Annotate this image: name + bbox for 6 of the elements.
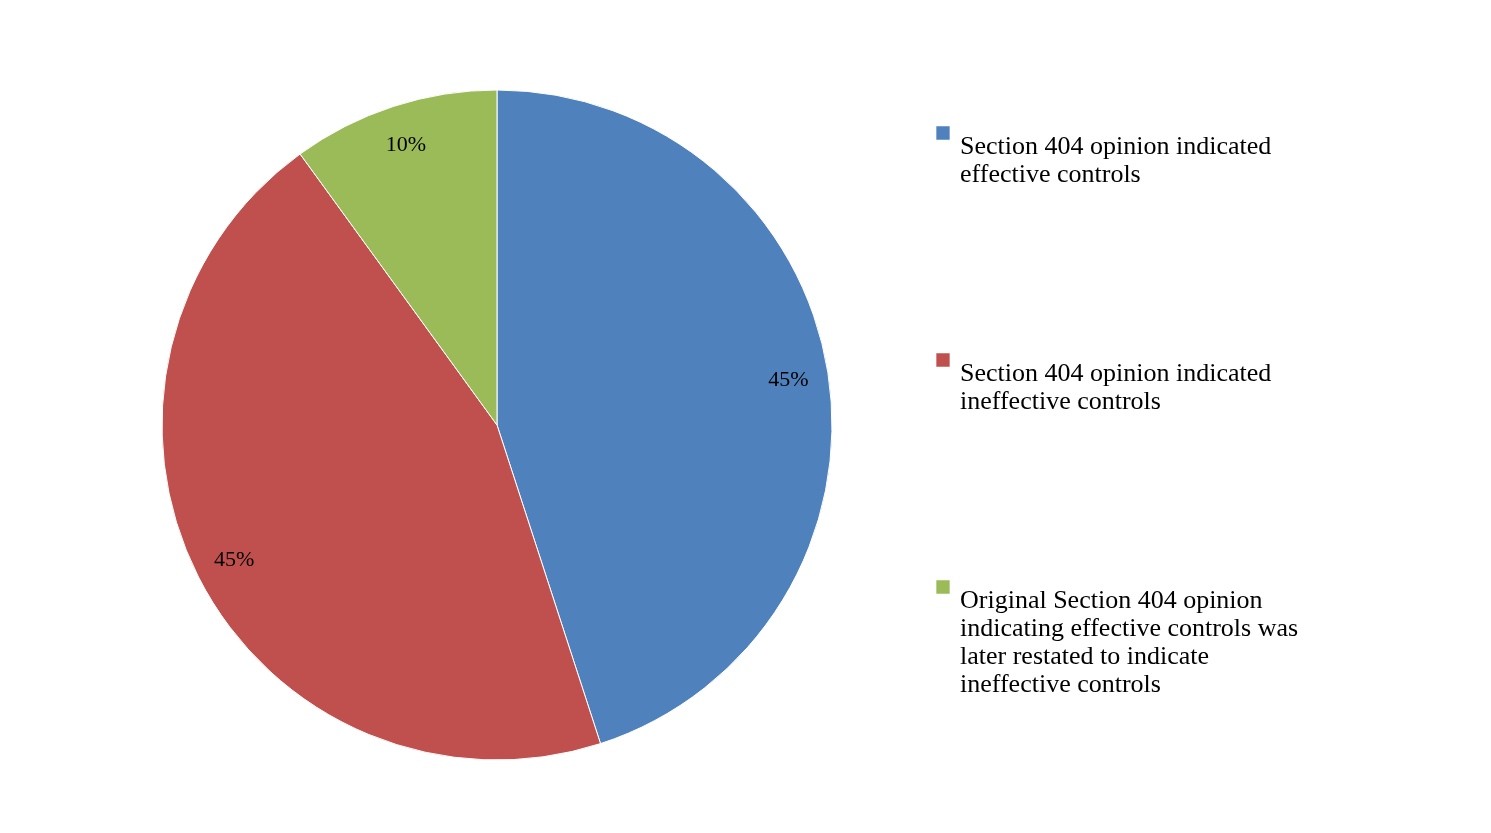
legend-label: Original Section 404 opinion indicating effective controls was later restated to indicate ineffective controls xyxy=(960,585,1299,698)
data-label: 10% xyxy=(385,131,426,157)
data-label: 45% xyxy=(213,545,255,571)
legend-label: Section 404 opinion indicated effective controls xyxy=(960,131,1272,188)
data-label: 45% xyxy=(768,365,809,391)
legend-label: Section 404 opinion indicated ineffective controls xyxy=(960,358,1272,415)
